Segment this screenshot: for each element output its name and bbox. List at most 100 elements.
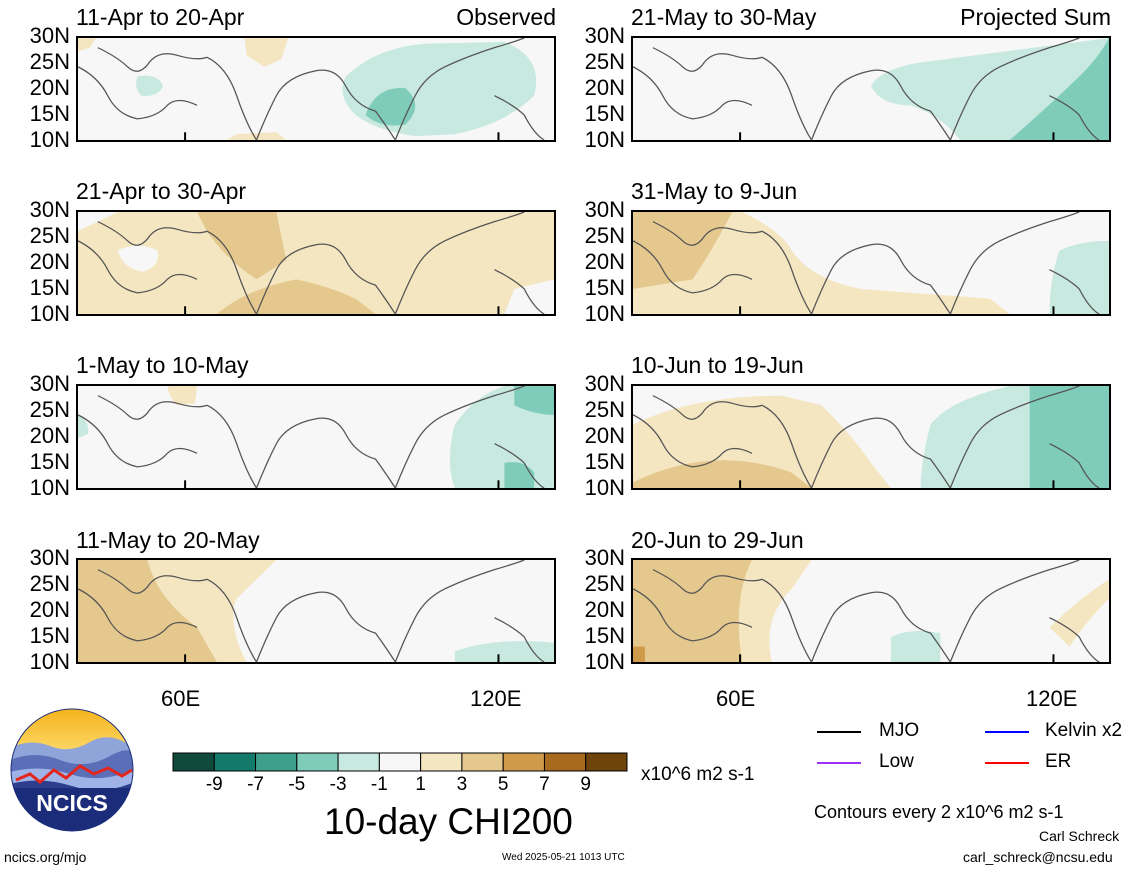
coastline [494, 269, 545, 314]
coastline [810, 417, 951, 488]
coastline [97, 221, 208, 246]
anomaly-region [514, 386, 554, 415]
colorbar-swatch [502, 752, 545, 772]
anomaly-region [197, 212, 287, 280]
coastline [949, 386, 1080, 488]
lat-label: 30N [584, 371, 625, 396]
coastline [494, 443, 545, 488]
coastline [652, 395, 763, 420]
lat-label: 20N [584, 597, 625, 622]
anomaly-region [78, 38, 96, 52]
lat-label: 25N [584, 397, 625, 422]
lon-label-120e-left: 120E [470, 686, 522, 711]
colorbar-tick-label: -1 [370, 774, 388, 795]
colorbar-swatch [543, 752, 587, 772]
panel-title-6: 10-Jun to 19-Jun [631, 352, 804, 378]
panel-tag-4: Projected Sum [960, 4, 1111, 30]
coastline [633, 414, 753, 468]
lat-label: 20N [584, 75, 625, 100]
lat-label: 15N [29, 101, 70, 126]
anomaly-region [633, 212, 1010, 314]
lat-label: 20N [29, 75, 70, 100]
lat-label: 20N [29, 423, 70, 448]
coastline [394, 212, 525, 314]
legend-line-low [817, 762, 861, 764]
lat-label: 10N [584, 127, 625, 152]
lon-label-120e-right: 120E [1026, 686, 1078, 711]
anomaly-region [136, 75, 164, 97]
coastline [78, 240, 198, 294]
lon-label-60e-left: 60E [161, 686, 201, 711]
author-email[interactable]: carl_schreck@ncsu.edu [963, 849, 1113, 865]
anomaly-region [1049, 579, 1109, 647]
lat-label: 25N [29, 223, 70, 248]
coastline [1049, 443, 1100, 488]
colorbar-tick-label: -3 [329, 774, 347, 795]
ncics-logo: NCICS [10, 708, 134, 832]
colorbar-tick-label: 1 [415, 774, 426, 795]
lat-label: 15N [29, 623, 70, 648]
coastline [949, 560, 1080, 662]
coastline [394, 560, 525, 662]
legend-label-kelvin: Kelvin x2 [1045, 720, 1123, 741]
colorbar-swatch [585, 752, 628, 772]
coastline [394, 38, 525, 140]
lat-label: 20N [29, 597, 70, 622]
anomaly-region [890, 630, 941, 662]
anomaly-region [633, 646, 645, 662]
colorbar-swatch [337, 752, 380, 772]
coastline [255, 243, 396, 314]
coastline [97, 47, 208, 72]
site-link[interactable]: ncics.org/mjo [4, 849, 87, 865]
lat-label: 25N [29, 397, 70, 422]
map-panel-7 [631, 558, 1111, 664]
lat-label: 10N [29, 649, 70, 674]
main-title: 10-day CHI200 [324, 801, 573, 842]
coastline [652, 47, 763, 72]
anomaly-region [226, 132, 287, 140]
panel-title-0: 11-Apr to 20-Apr [76, 4, 245, 30]
lat-label: 30N [29, 197, 70, 222]
anomaly-region [167, 386, 197, 406]
coastline [494, 617, 545, 662]
panel-title-5: 31-May to 9-Jun [631, 178, 798, 204]
coastline [1049, 617, 1100, 662]
colorbar-tick-label: 5 [497, 774, 509, 795]
coastline [633, 66, 753, 120]
colorbar-tick-label: 7 [539, 774, 550, 795]
coastline [206, 578, 258, 662]
anomaly-region [1029, 386, 1109, 488]
lat-label: 10N [584, 649, 625, 674]
colorbar-tick-label: -7 [247, 774, 264, 795]
lat-label: 20N [584, 249, 625, 274]
panel-title-2: 1-May to 10-May [76, 352, 249, 378]
legend-line-mjo [817, 731, 861, 733]
lat-label: 15N [29, 449, 70, 474]
anomaly-region [226, 560, 277, 662]
coastline [761, 56, 813, 140]
anomaly-region [365, 87, 416, 126]
colorbar-swatch [420, 752, 463, 772]
panel-title-7: 20-Jun to 29-Jun [631, 527, 804, 553]
legend-label-er: ER [1045, 751, 1072, 772]
coastline [810, 69, 951, 140]
anomaly-region [633, 212, 733, 289]
coastline [652, 569, 763, 594]
legend-line-kelvin [985, 731, 1029, 733]
logo-text: NCICS [36, 790, 108, 816]
anomaly-region [1049, 240, 1109, 314]
panel-title-4: 21-May to 30-May [631, 4, 817, 30]
coastline [633, 240, 753, 294]
map-panel-2 [76, 384, 556, 490]
coastline [761, 404, 813, 488]
coastline [761, 578, 813, 662]
coastline [255, 417, 396, 488]
lat-label: 15N [584, 449, 625, 474]
anomaly-region [216, 279, 376, 314]
coastline [78, 588, 198, 642]
lat-label: 30N [29, 23, 70, 48]
coastline [810, 591, 951, 662]
lat-label: 10N [29, 475, 70, 500]
coastline [206, 56, 258, 140]
legend-label-low: Low [879, 751, 914, 772]
